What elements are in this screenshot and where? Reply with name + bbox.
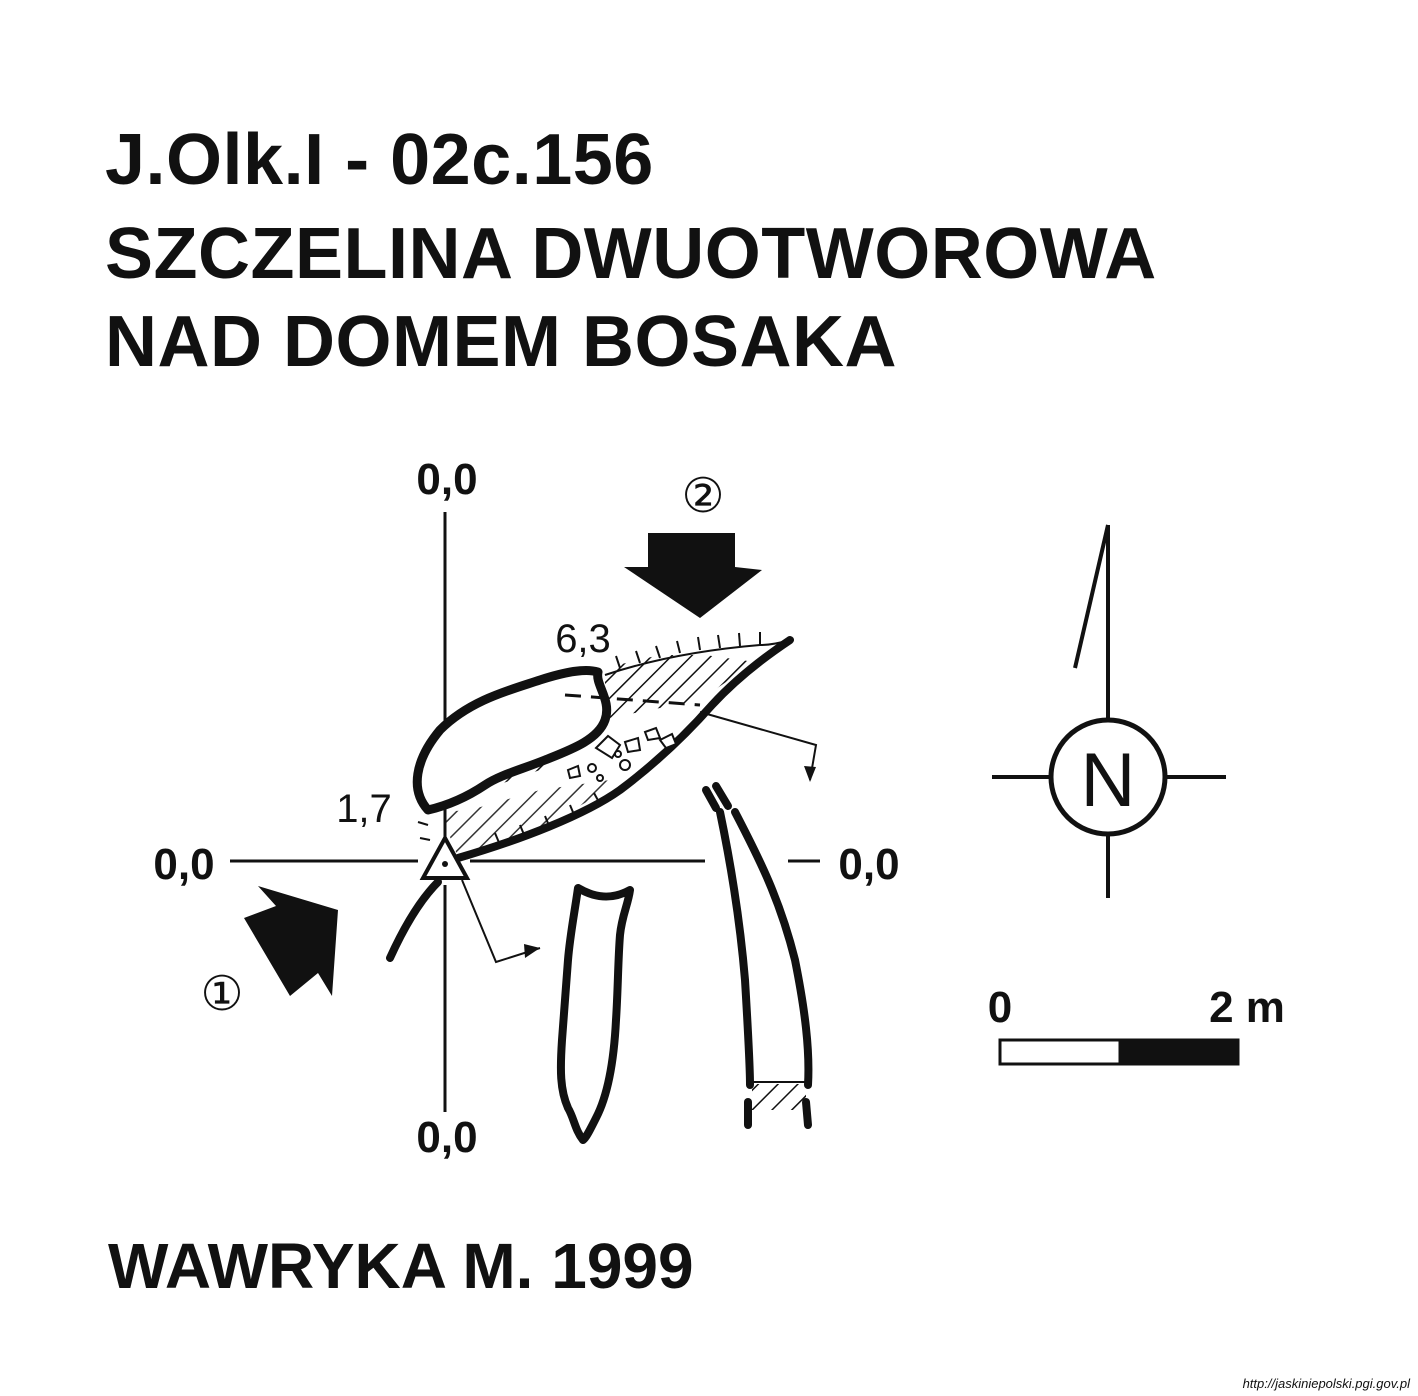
scale-bar	[998, 1038, 1240, 1066]
ceiling-dashed-line	[564, 693, 701, 707]
narrow-chamber-outline	[556, 884, 634, 1144]
slope-arrow-upper-head-icon	[804, 766, 816, 782]
source-url: http://jaskiniepolski.pgi.gov.pl	[1242, 1376, 1410, 1391]
slope-arrow-lower-head-icon	[524, 944, 540, 958]
right-passage-hatched-end	[752, 1084, 806, 1110]
upper-chamber-outline	[412, 665, 612, 815]
wall-ticks-lower	[494, 792, 601, 846]
entrance-2-marker: ②	[681, 470, 724, 523]
scale-bar-end-label: 2 m	[1209, 983, 1285, 1032]
datum-label-bottom: 0,0	[416, 1113, 477, 1162]
slope-arrow-upper	[699, 711, 818, 781]
datum-label-left: 0,0	[153, 840, 214, 889]
north-arrow-icon	[992, 524, 1226, 898]
height-label-1-7: 1,7	[336, 787, 392, 831]
fissure-outer-wall	[454, 636, 794, 862]
entrance-1-wall	[386, 878, 442, 962]
north-label: N	[1081, 738, 1136, 823]
datum-label-top: 0,0	[416, 455, 477, 504]
fissure-outer-wall-upper	[604, 639, 791, 676]
entrance-1-arrow-icon	[244, 886, 338, 996]
wall-ticks-upper	[615, 632, 761, 669]
page-title-name: SZCZELINA DWUOTWOROWA	[105, 214, 1157, 294]
height-label-6-3: 6,3	[555, 617, 611, 661]
page-title-location: NAD DOMEM BOSAKA	[105, 302, 897, 382]
scale-bar-start-label: 0	[988, 983, 1012, 1032]
wall-ticks-entrance	[417, 821, 431, 841]
rubble-blocks	[566, 726, 678, 782]
datum-label-right: 0,0	[838, 840, 899, 889]
fissure-hatched-lower	[440, 780, 610, 862]
author-credit: WAWRYKA M. 1999	[108, 1230, 694, 1302]
survey-station-icon	[419, 833, 471, 880]
entrance-1-marker: ①	[200, 968, 243, 1021]
right-passage	[702, 782, 813, 1129]
page-title-code: J.Olk.I - 02c.156	[105, 120, 654, 200]
entrance-2-arrow-icon	[624, 533, 762, 618]
